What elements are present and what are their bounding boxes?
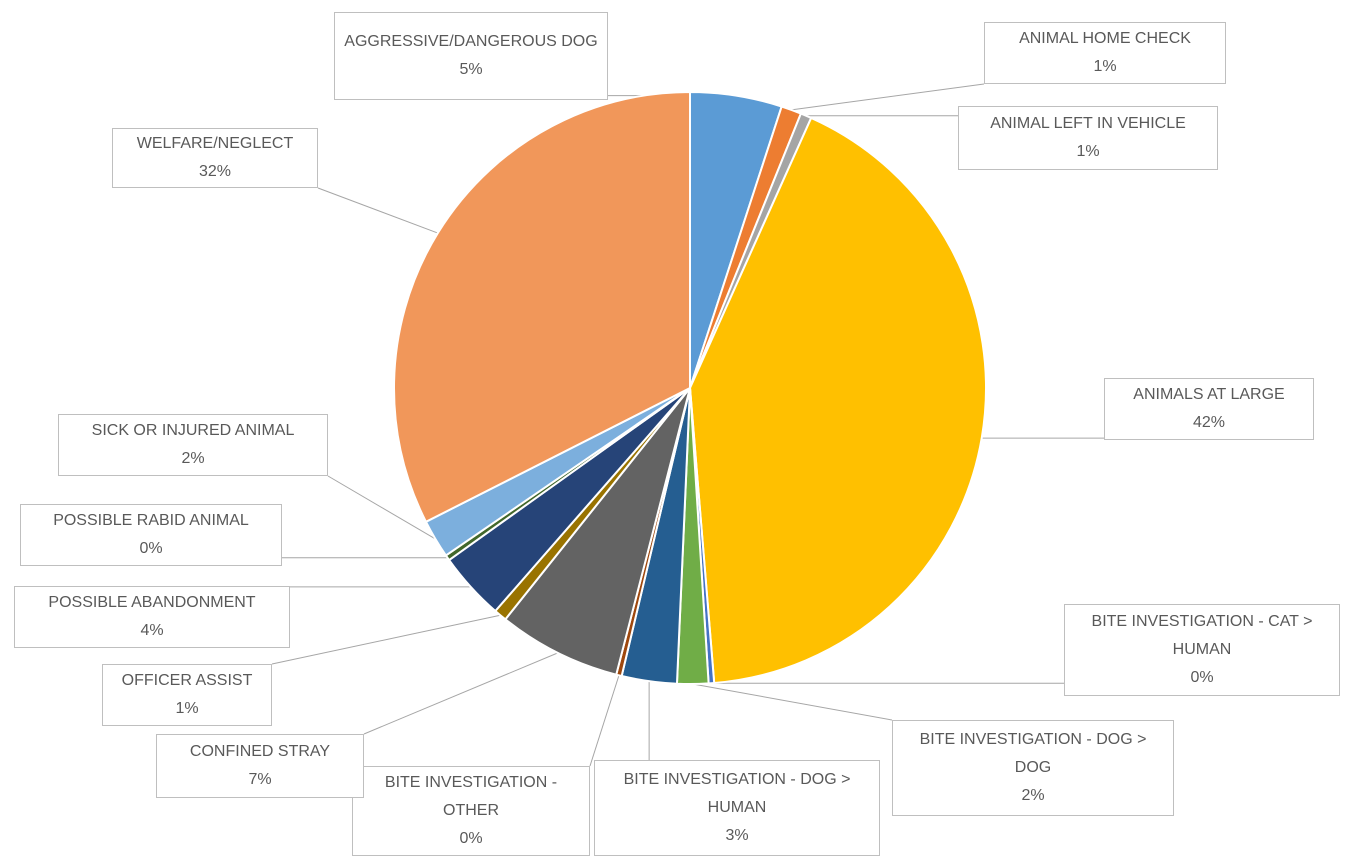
- data-label: CONFINED STRAY 7%: [156, 734, 364, 798]
- leader-lines: [271, 83, 1104, 767]
- percent-label: 0%: [1190, 669, 1214, 686]
- leader-line: [791, 83, 985, 111]
- category-name: POSSIBLE ABANDONMENT: [48, 594, 256, 611]
- data-label: AGGRESSIVE/DANGEROUS DOG 5%: [334, 12, 608, 100]
- percent-label: 7%: [248, 771, 272, 788]
- leader-line: [271, 614, 501, 665]
- category-name: SICK OR INJURED ANIMAL: [91, 422, 295, 439]
- category-name: POSSIBLE RABID ANIMAL: [53, 512, 249, 529]
- percent-label: 42%: [1192, 414, 1226, 431]
- category-name: BITE INVESTIGATION - OTHER: [384, 774, 558, 819]
- data-label: BITE INVESTIGATION - OTHER 0%: [352, 766, 590, 856]
- category-name: BITE INVESTIGATION - DOG > DOG: [919, 731, 1147, 776]
- slices: [393, 90, 987, 685]
- category-name: ANIMALS AT LARGE: [1133, 386, 1285, 403]
- percent-label: 0%: [139, 540, 163, 557]
- percent-label: 2%: [1021, 787, 1045, 804]
- data-label: SICK OR INJURED ANIMAL 2%: [58, 414, 328, 476]
- category-name: CONFINED STRAY: [189, 743, 331, 760]
- slice: [393, 90, 691, 524]
- data-label: ANIMAL LEFT IN VEHICLE 1%: [958, 106, 1218, 170]
- leader-line: [363, 652, 559, 735]
- percent-label: 2%: [181, 450, 205, 467]
- category-name: ANIMAL HOME CHECK: [1019, 30, 1191, 47]
- category-name: AGGRESSIVE/DANGEROUS DOG: [344, 33, 598, 50]
- data-label: ANIMALS AT LARGE 42%: [1104, 378, 1314, 440]
- category-name: OFFICER ASSIST: [121, 672, 253, 689]
- category-name: ANIMAL LEFT IN VEHICLE: [990, 115, 1186, 132]
- percent-label: 1%: [1076, 143, 1100, 160]
- data-label: BITE INVESTIGATION - DOG > DOG 2%: [892, 720, 1174, 816]
- percent-label: 3%: [725, 827, 749, 844]
- percent-label: 5%: [459, 61, 483, 78]
- leader-line: [692, 683, 893, 721]
- percent-label: 1%: [1093, 58, 1117, 75]
- percent-label: 4%: [140, 622, 164, 639]
- percent-label: 1%: [175, 700, 199, 717]
- category-name: BITE INVESTIGATION - CAT > HUMAN: [1091, 613, 1313, 658]
- slice: [688, 116, 987, 685]
- data-label: WELFARE/NEGLECT 32%: [112, 128, 318, 188]
- data-label: OFFICER ASSIST 1%: [102, 664, 272, 726]
- category-name: WELFARE/NEGLECT: [136, 135, 294, 152]
- leader-line: [589, 675, 620, 767]
- data-label: POSSIBLE RABID ANIMAL 0%: [20, 504, 282, 566]
- percent-label: 0%: [459, 830, 483, 847]
- category-name: BITE INVESTIGATION - DOG > HUMAN: [623, 771, 851, 816]
- data-label: ANIMAL HOME CHECK 1%: [984, 22, 1226, 84]
- leader-line: [327, 475, 436, 540]
- data-label: BITE INVESTIGATION - DOG > HUMAN 3%: [594, 760, 880, 856]
- data-label: POSSIBLE ABANDONMENT 4%: [14, 586, 290, 648]
- percent-label: 32%: [198, 163, 232, 180]
- slice: [503, 387, 691, 676]
- data-label: BITE INVESTIGATION - CAT > HUMAN 0%: [1064, 604, 1340, 696]
- leader-line: [317, 187, 438, 234]
